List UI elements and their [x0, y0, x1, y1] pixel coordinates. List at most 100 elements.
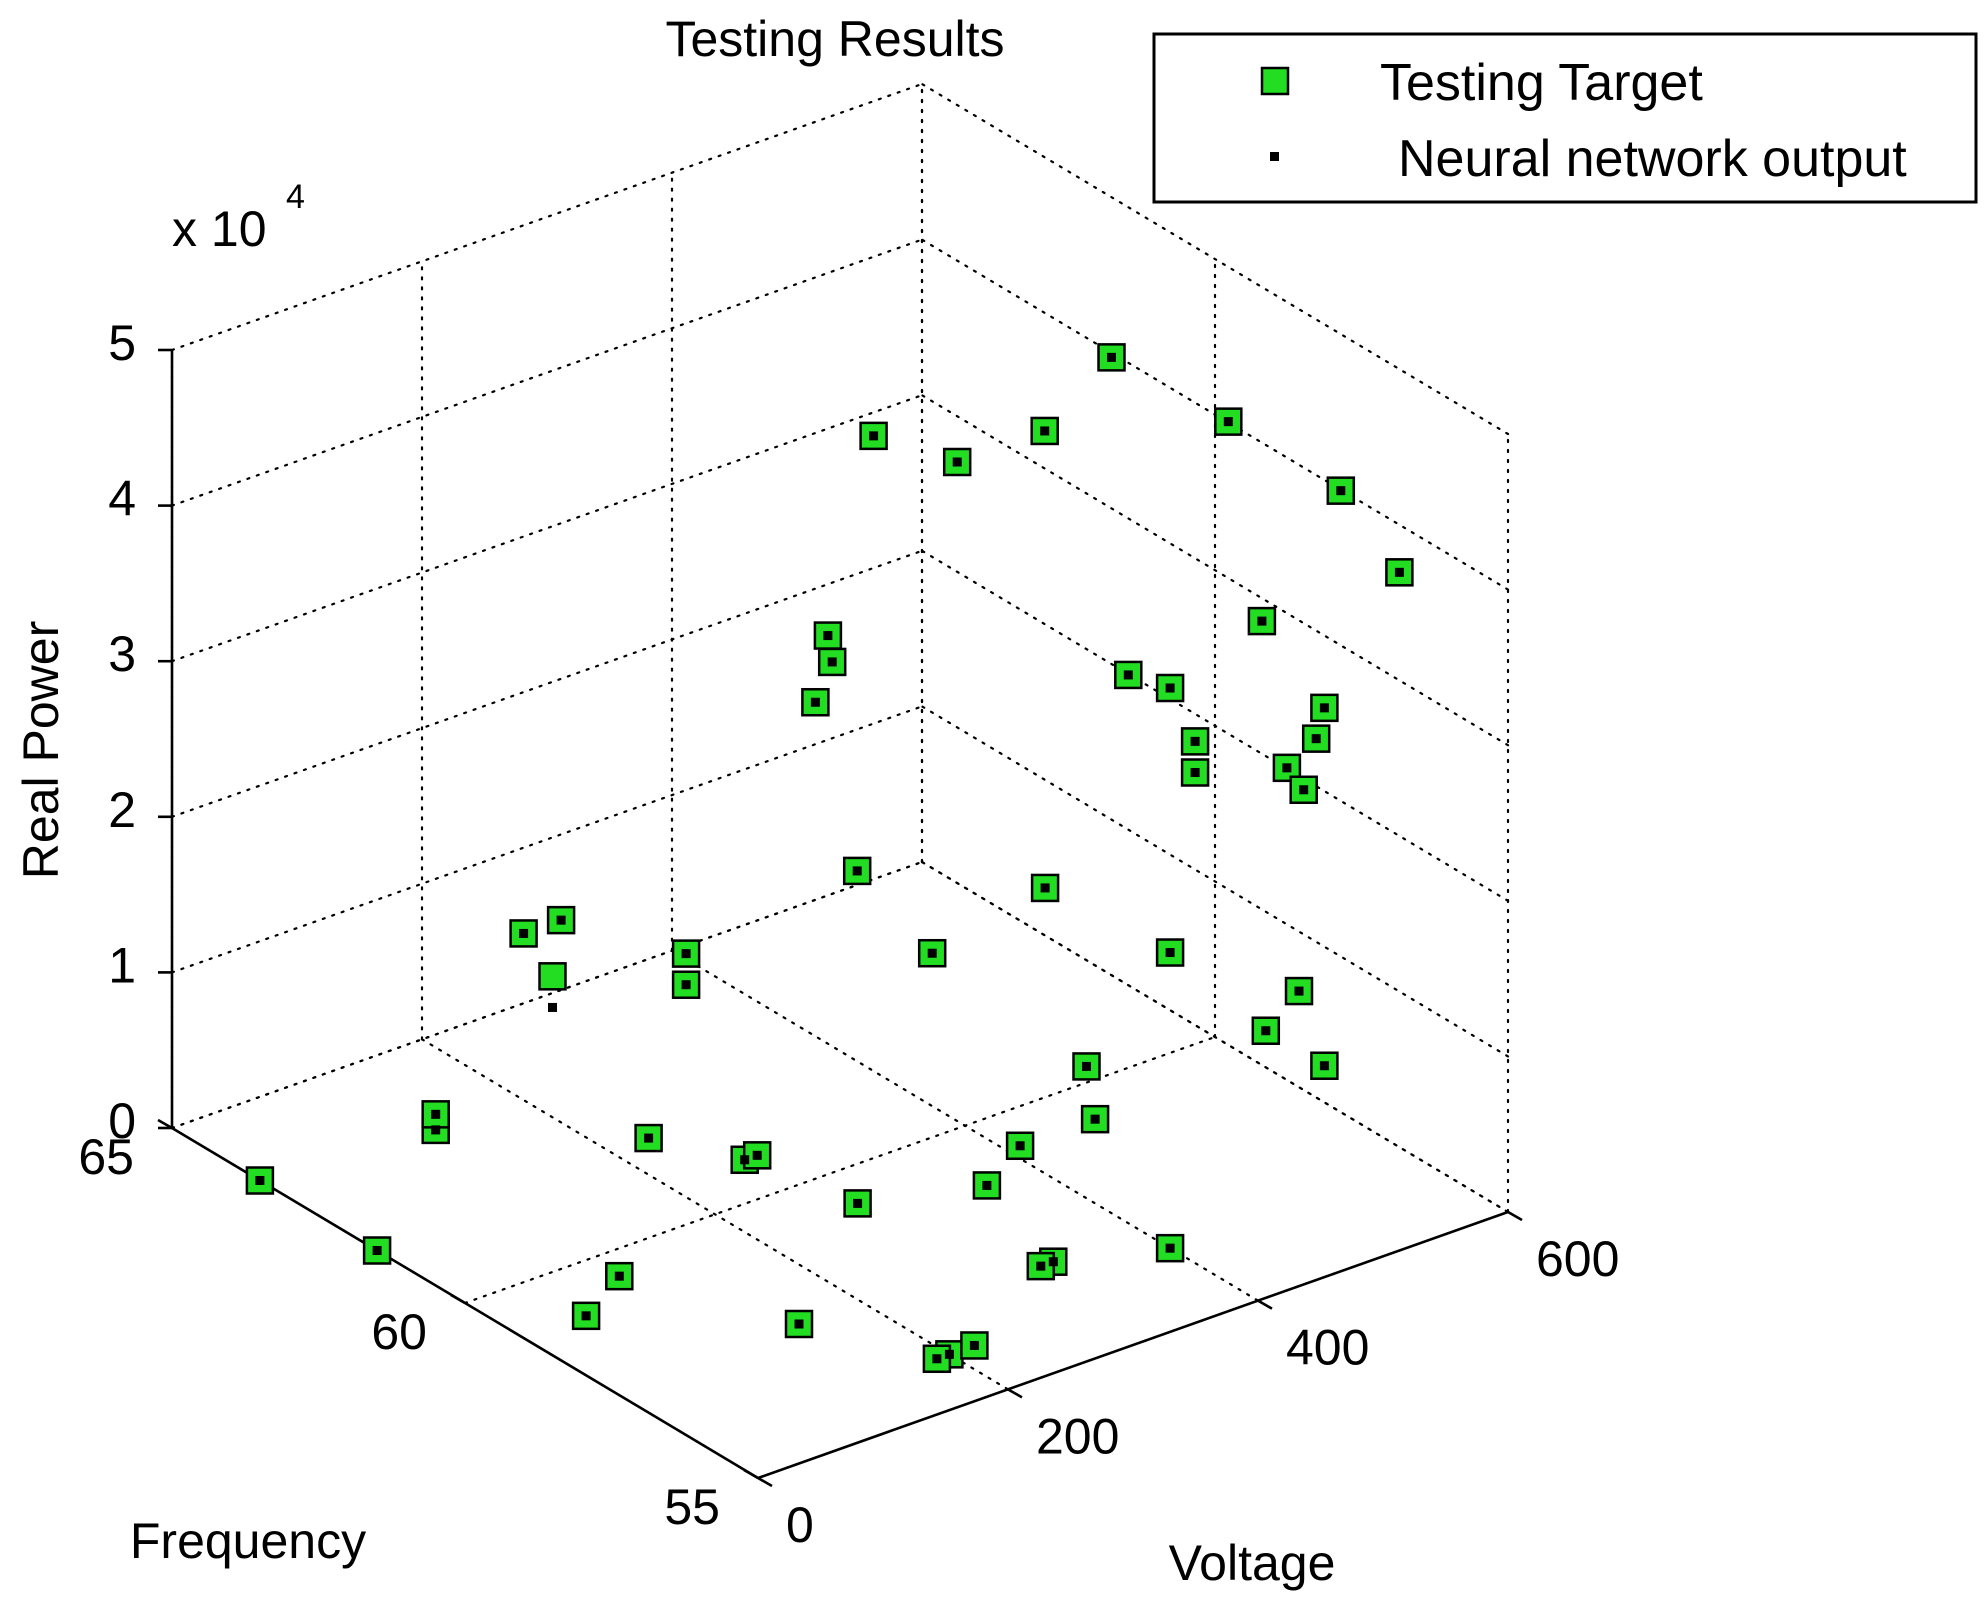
data-points: [245, 343, 1414, 1374]
target-point: [843, 1189, 872, 1218]
target-point: [1080, 1104, 1110, 1134]
z-multiplier-exponent: 4: [286, 178, 305, 216]
chart-title: Testing Results: [665, 11, 1004, 67]
target-point: [1155, 1233, 1185, 1263]
nn-output-point: [431, 1125, 441, 1135]
target-point: [1214, 407, 1243, 436]
nn-output-point: [823, 631, 833, 641]
target-point: [1072, 1052, 1101, 1081]
nn-output-point: [1040, 883, 1050, 893]
nn-output-point: [1282, 763, 1292, 773]
nn-output-point: [1223, 417, 1233, 427]
axes: [157, 348, 1523, 1488]
target-point: [1180, 758, 1210, 787]
z-axis-label: Real Power: [13, 621, 69, 879]
nn-output-point: [852, 866, 862, 876]
nn-output-point: [255, 1176, 265, 1185]
nn-output-point: [932, 1354, 942, 1364]
target-point: [538, 962, 567, 991]
x-tick: [450, 1293, 466, 1305]
wall-grid-line: [920, 860, 1510, 1214]
z-tick-label: 0: [108, 1093, 136, 1149]
nn-output-point: [944, 1349, 954, 1359]
y-axis-line: [757, 1210, 1509, 1480]
nn-output-point: [969, 1340, 979, 1350]
target-point: [1005, 1131, 1035, 1161]
nn-output-point: [1015, 1141, 1025, 1151]
z-tick-label: 3: [108, 626, 136, 682]
wall-grid-line: [920, 549, 1510, 902]
nn-output-point: [431, 1109, 441, 1119]
nn-output-point: [1165, 683, 1175, 693]
legend-marker-output: [1270, 152, 1279, 161]
nn-output-point: [681, 980, 691, 990]
target-point: [1097, 343, 1126, 372]
target-point: [1180, 727, 1210, 756]
floor-grid-line: [670, 949, 1260, 1302]
z-tick-label: 5: [108, 315, 136, 371]
nn-output-point: [1036, 1261, 1046, 1271]
nn-output-point: [1090, 1114, 1100, 1124]
nn-output-point: [1048, 1257, 1058, 1267]
target-point: [813, 621, 843, 650]
nn-output-point: [556, 915, 566, 925]
floor-grid-line: [420, 1038, 1010, 1391]
y-tick-label: 200: [1036, 1408, 1119, 1464]
target-point: [509, 919, 538, 948]
wall-grid-line: [170, 82, 924, 352]
nn-output-point: [1082, 1061, 1091, 1071]
nn-output-point: [1261, 1026, 1271, 1036]
wall-grid-line: [170, 549, 924, 818]
nn-output-point: [1107, 352, 1116, 362]
y-tick: [1007, 1388, 1023, 1399]
y-tick-label: 600: [1536, 1231, 1619, 1287]
nn-output-point: [1319, 1061, 1329, 1071]
nn-output-point: [372, 1246, 382, 1255]
x-tick: [743, 1468, 759, 1480]
legend-label-target: Testing Target: [1380, 54, 1703, 112]
nn-output-point: [1165, 948, 1175, 958]
x-tick-label: 65: [78, 1129, 134, 1185]
nn-output-point: [1299, 785, 1309, 795]
nn-output-point: [1336, 486, 1346, 496]
y-tick-label: 400: [1286, 1320, 1369, 1376]
nn-output-point: [1190, 768, 1200, 777]
nn-output-point: [519, 928, 529, 938]
wall-grid-line: [170, 705, 924, 974]
z-tick-label: 4: [108, 471, 136, 527]
floor-grid-line: [463, 1035, 1217, 1305]
x-tick-label: 60: [371, 1304, 427, 1360]
nn-output-point: [548, 1002, 557, 1012]
target-point: [1301, 724, 1331, 753]
y-tick-label: 0: [786, 1497, 814, 1553]
nn-output-point: [614, 1271, 624, 1281]
nn-output-point: [927, 948, 937, 958]
nn-output-point: [869, 431, 879, 441]
nn-output-point: [752, 1150, 762, 1160]
nn-output-point: [1319, 703, 1329, 713]
nn-output-point: [644, 1133, 654, 1143]
y-axis-label: Voltage: [1169, 1535, 1336, 1591]
legend-label-output: Neural network output: [1398, 130, 1907, 188]
target-point: [1385, 558, 1414, 587]
nn-output-point: [1165, 1243, 1175, 1253]
nn-output-point: [810, 697, 820, 707]
z-tick-label: 1: [108, 937, 136, 993]
x-axis-label: Frequency: [130, 1513, 366, 1569]
nn-output-point: [1257, 616, 1267, 626]
x-tick-label: 55: [664, 1479, 720, 1535]
legend-marker-target: [1260, 66, 1290, 96]
nn-output-point: [1394, 567, 1404, 577]
z-multiplier: x 10 4: [172, 178, 305, 257]
wall-grid-line: [920, 82, 1510, 436]
z-multiplier-base: x 10: [172, 201, 267, 257]
y-tick: [1257, 1299, 1273, 1310]
nn-output-point: [1123, 670, 1133, 680]
nn-output-point: [681, 949, 691, 959]
nn-output-point: [982, 1180, 992, 1190]
nn-output-point: [1294, 986, 1304, 996]
target-point: [1310, 1051, 1339, 1080]
